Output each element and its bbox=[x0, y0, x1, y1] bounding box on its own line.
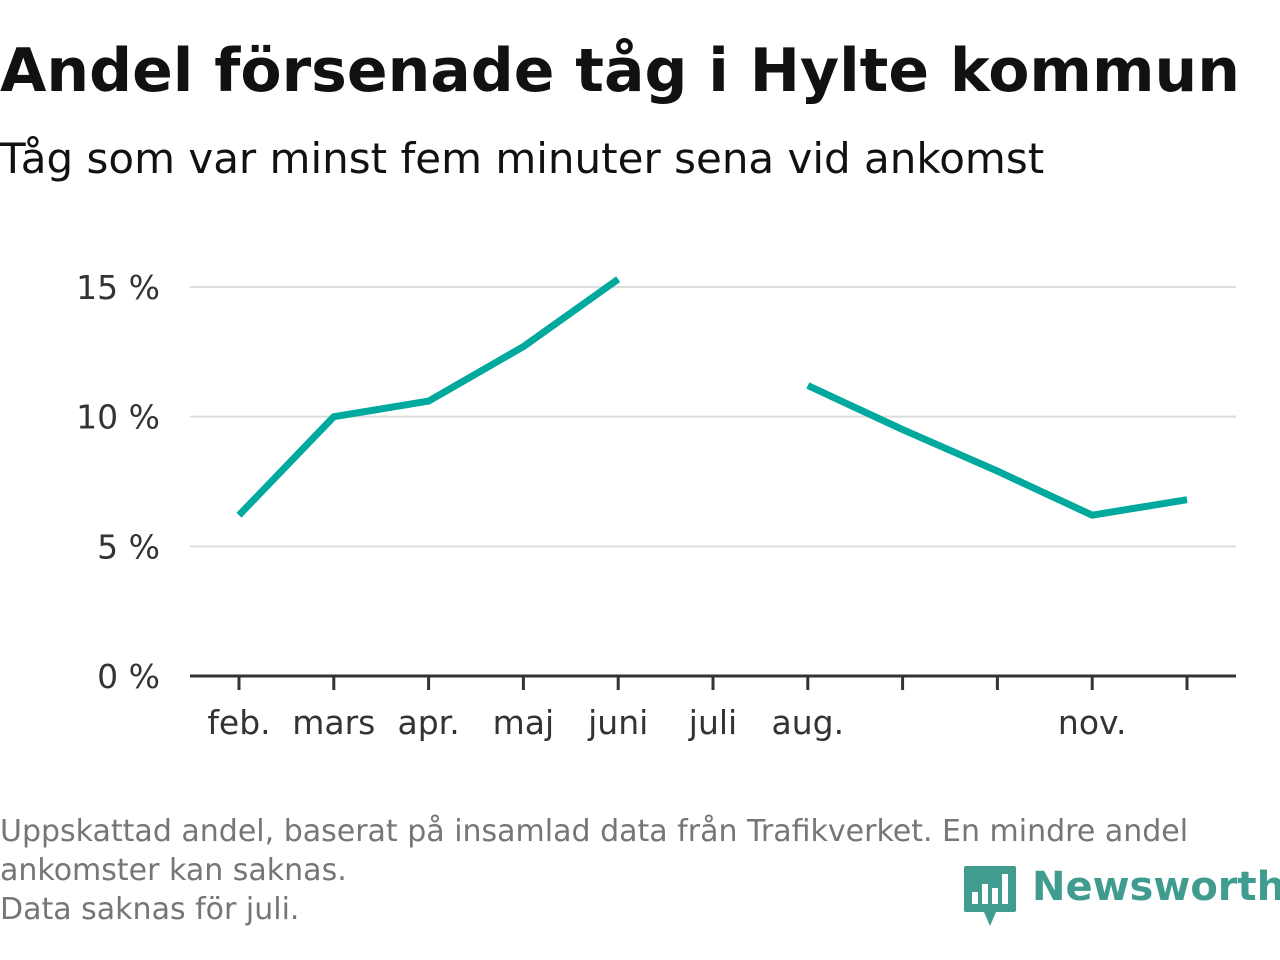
series-line-segment bbox=[236, 276, 621, 518]
y-axis-tick-labels: 0 % 5 % 10 % 15 % bbox=[76, 268, 160, 696]
x-tick-label: juli bbox=[688, 703, 737, 742]
x-tick-label: aug. bbox=[772, 703, 845, 742]
footer-notes: Uppskattad andel, baserat på insamlad da… bbox=[0, 812, 1270, 929]
series-lines bbox=[236, 276, 1188, 519]
footer-note-line: ankomster kan saknas. bbox=[0, 853, 347, 888]
series-line-segment bbox=[806, 382, 1188, 519]
y-tick-label: 15 % bbox=[76, 268, 160, 307]
x-axis: feb. mars apr. maj juni juli aug. nov. bbox=[190, 674, 1236, 742]
footer-note-line: Data saknas för juli. bbox=[0, 892, 300, 927]
y-tick-label: 10 % bbox=[76, 398, 160, 437]
brand: Newsworthy bbox=[962, 862, 1280, 930]
chart-subtitle: Tåg som var minst fem minuter sena vid a… bbox=[0, 134, 1045, 183]
x-tick-label: mars bbox=[292, 703, 375, 742]
y-tick-label: 0 % bbox=[97, 657, 160, 696]
x-tick-label: nov. bbox=[1058, 703, 1127, 742]
y-tick-label: 5 % bbox=[97, 527, 160, 566]
x-tick-label: maj bbox=[493, 703, 555, 742]
newsworthy-logo-icon bbox=[964, 866, 1016, 926]
x-tick-label: apr. bbox=[397, 703, 459, 742]
x-tick-label: feb. bbox=[207, 703, 270, 742]
footer-note-line: Uppskattad andel, baserat på insamlad da… bbox=[0, 814, 1189, 849]
brand-name: Newsworthy bbox=[1032, 864, 1280, 910]
chart-title: Andel försenade tåg i Hylte kommun bbox=[0, 36, 1240, 106]
line-chart: 0 % 5 % 10 % 15 % feb. mars apr. maj juni juli au… bbox=[76, 268, 1236, 742]
x-tick-label: juni bbox=[587, 703, 648, 742]
gridlines bbox=[190, 286, 1236, 548]
